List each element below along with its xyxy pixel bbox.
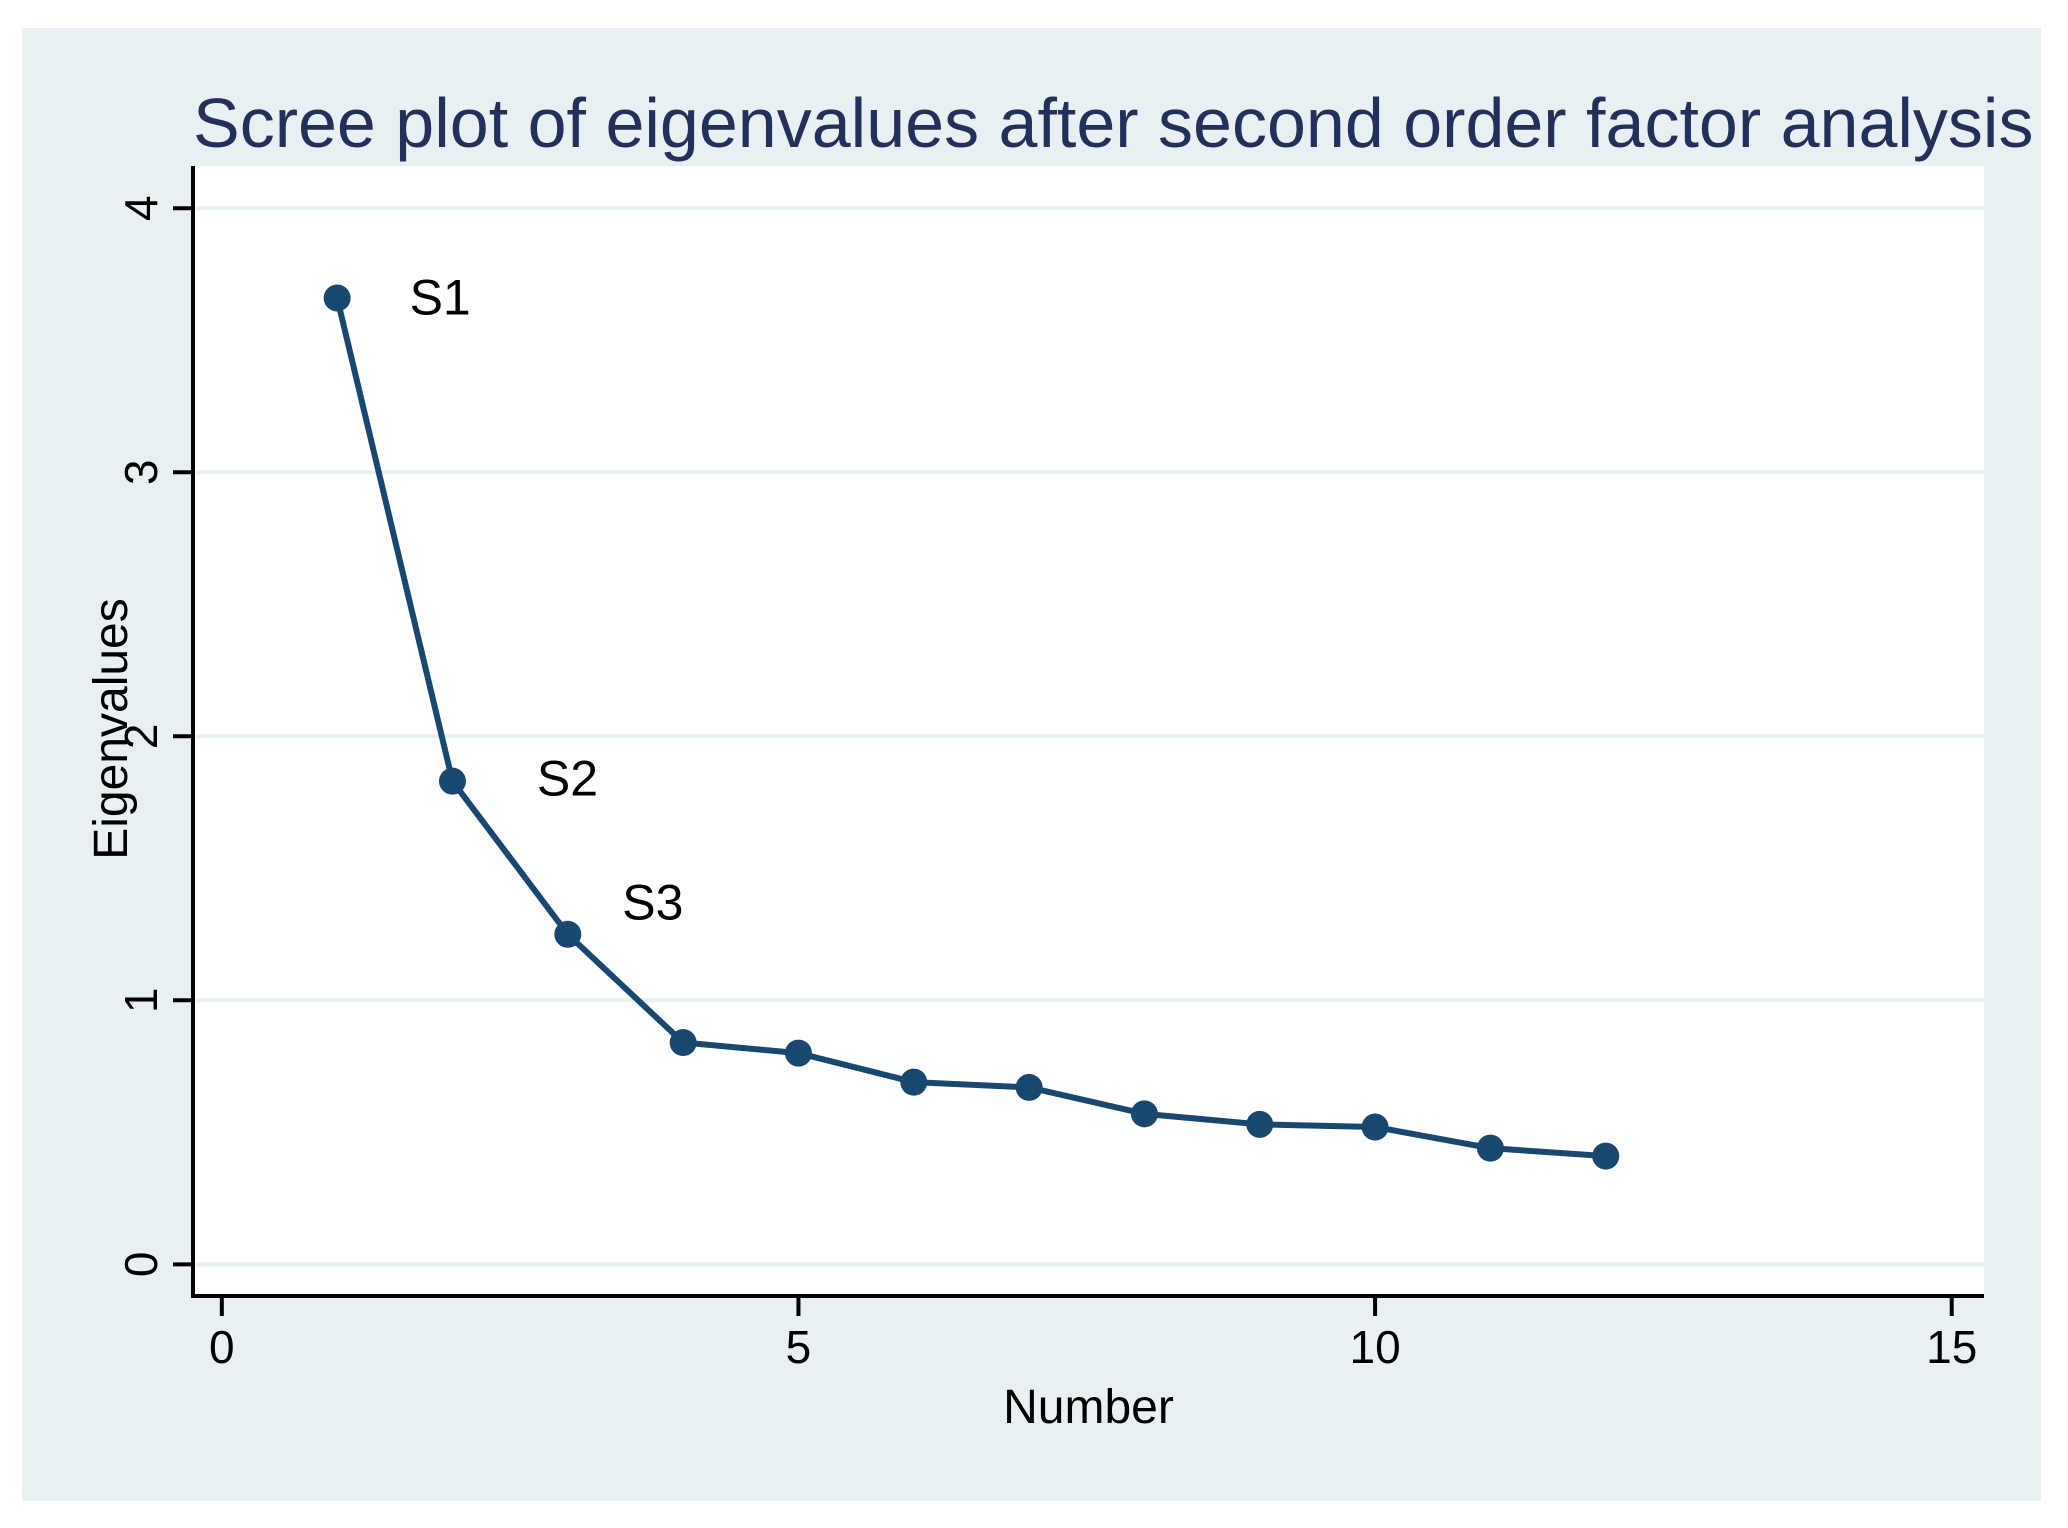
y-axis-title: Eigenvalues: [85, 598, 138, 860]
x-axis-title: Number: [1003, 1381, 1174, 1434]
data-point: [554, 920, 582, 948]
data-point: [784, 1039, 812, 1067]
data-point: [1130, 1100, 1158, 1128]
data-point: [1592, 1142, 1620, 1170]
y-tick-label: 4: [115, 195, 167, 221]
data-point: [438, 767, 466, 795]
plot-background: [193, 166, 1984, 1296]
y-tick-label: 3: [115, 459, 167, 485]
y-tick-label: 0: [115, 1252, 167, 1278]
x-tick-label: 0: [209, 1321, 235, 1373]
x-tick-label: 15: [1926, 1321, 1977, 1373]
data-point: [900, 1068, 928, 1096]
y-tick-label: 2: [115, 723, 167, 749]
data-point: [1476, 1134, 1504, 1162]
x-tick-label: 5: [786, 1321, 812, 1373]
point-label: S3: [622, 875, 683, 931]
data-point: [1015, 1073, 1043, 1101]
x-tick-label: 10: [1349, 1321, 1400, 1373]
point-label: S2: [537, 750, 598, 806]
data-point: [669, 1029, 697, 1057]
data-point: [1246, 1110, 1274, 1138]
data-point: [1361, 1113, 1389, 1141]
y-tick-label: 1: [115, 988, 167, 1014]
point-label: S1: [410, 269, 471, 325]
series-line: [334, 297, 1606, 1160]
data-point: [323, 284, 351, 312]
chart-title: Scree plot of eigenvalues after second o…: [193, 84, 2034, 162]
